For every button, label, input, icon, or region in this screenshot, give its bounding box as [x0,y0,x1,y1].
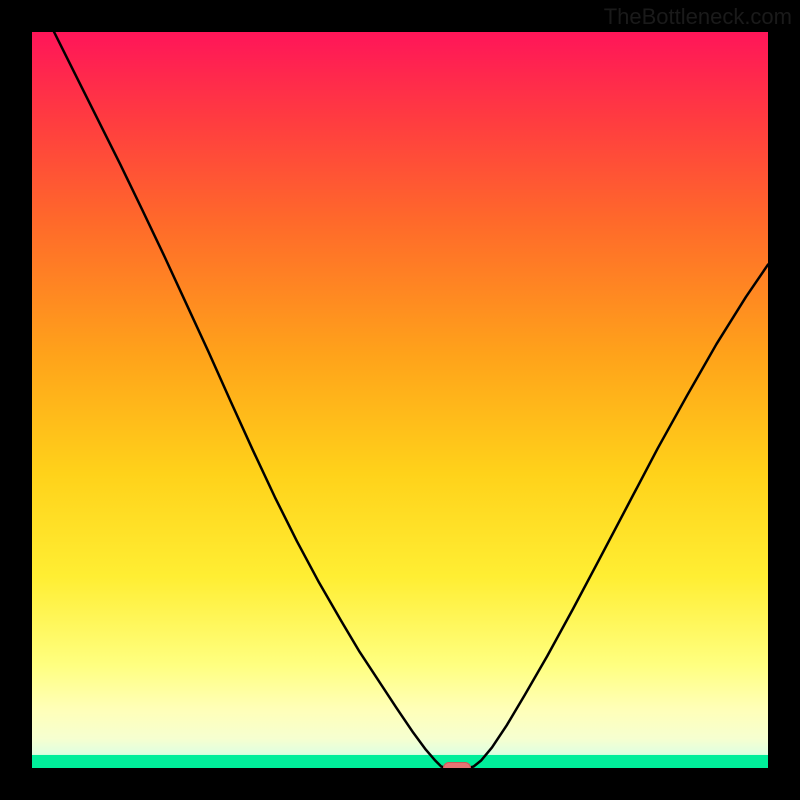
bottleneck-curve [54,32,768,768]
curve-svg [32,32,768,768]
chart-frame [30,30,770,770]
plot-area [32,32,768,768]
watermark-text: TheBottleneck.com [604,4,792,30]
optimum-marker [443,762,471,768]
